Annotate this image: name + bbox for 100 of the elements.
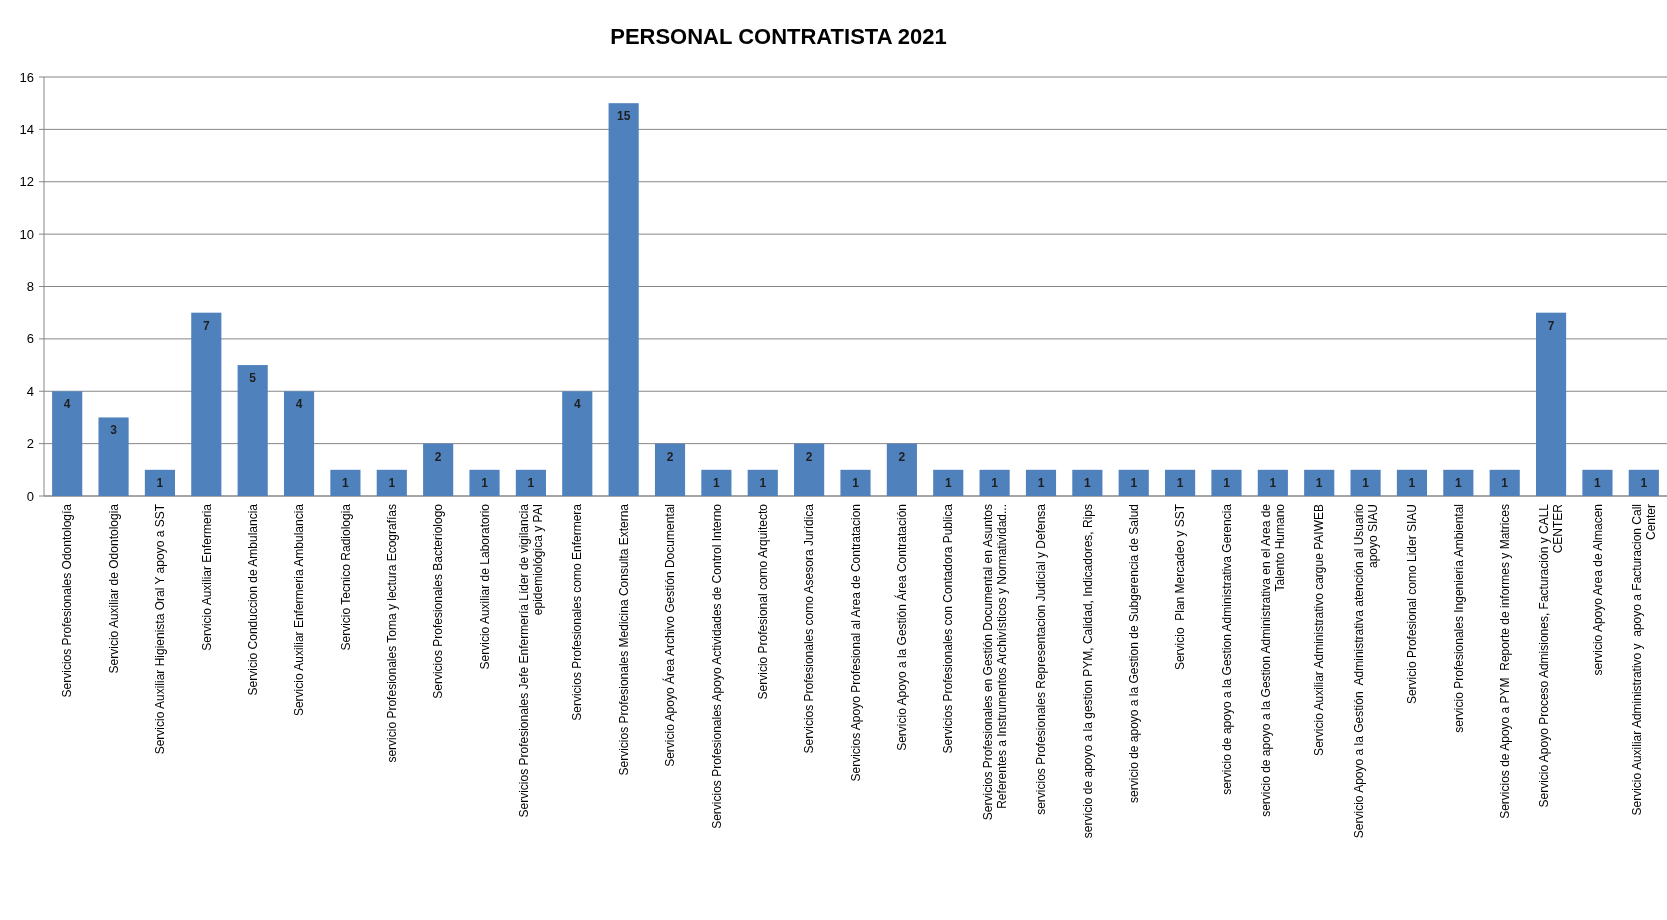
bar bbox=[1582, 469, 1613, 496]
data-label: 1 bbox=[944, 475, 952, 490]
data-label: 1 bbox=[1223, 475, 1231, 490]
x-tick-label: Servicio Profesional como Arquitecto bbox=[755, 503, 770, 700]
bar bbox=[283, 391, 315, 496]
x-tick-label: servicios Profesionales Representacion Judicial y Defensa bbox=[1034, 503, 1049, 815]
bar bbox=[747, 469, 778, 496]
x-tick-label: Servicios de Apoyo a PYM Reporte de informes y Matrices bbox=[1497, 504, 1512, 819]
data-label: 1 bbox=[1315, 475, 1323, 490]
x-tick-label: Servicio Auxiliar Administrativo y apoyo a Facturacion Call Center bbox=[1630, 504, 1659, 816]
bar bbox=[562, 391, 593, 496]
data-label: 2 bbox=[805, 449, 813, 464]
data-label: 1 bbox=[1501, 475, 1509, 490]
data-label: 1 bbox=[1362, 475, 1370, 490]
data-label: 1 bbox=[156, 475, 164, 490]
x-tick-label: servicio de apoyo a la Gestion de Subgerencia de Salud bbox=[1126, 504, 1141, 803]
data-label: 7 bbox=[202, 318, 210, 333]
bar bbox=[1628, 469, 1659, 496]
x-tick-label: Servicios Profesionales con Contadora Publica bbox=[941, 503, 956, 754]
x-tick-label: Servicios Profesionales en Gestión Documental en Asuntos Referentes a Instrumentos Archivísticos y Normatividad... bbox=[980, 504, 1009, 821]
x-tick-label: Servicios Profesionales como Enfermera bbox=[570, 503, 585, 721]
bar bbox=[515, 469, 546, 496]
bar bbox=[1396, 469, 1428, 496]
data-label: 1 bbox=[527, 475, 535, 490]
bar bbox=[330, 469, 361, 496]
x-tick-label: Servicios Profesionales Odontología bbox=[60, 503, 75, 698]
bar bbox=[98, 417, 129, 496]
bar bbox=[1211, 469, 1242, 496]
bar bbox=[840, 469, 871, 496]
x-tick-label: Servicio Tecnico Radiologia bbox=[338, 503, 353, 651]
x-tick-label: Servicios Profesionales Bacteriologo bbox=[431, 503, 446, 699]
x-tick-label: Servicio Auxiliar Administrativo cargue PAIWEB bbox=[1312, 504, 1327, 756]
bar bbox=[1257, 469, 1288, 496]
x-tick-label: Servicio Auxiliar de Laboratorio bbox=[477, 503, 492, 670]
data-label: 4 bbox=[295, 397, 303, 412]
x-tick-label: servicio de apoyo a la gestion PYM, Calidad, Indicadores, Rips bbox=[1080, 504, 1095, 839]
x-tick-label: servicio Apoyo Area de Almacen bbox=[1590, 504, 1605, 676]
bar bbox=[1443, 469, 1474, 496]
data-label: 1 bbox=[1408, 475, 1416, 490]
bar bbox=[1072, 469, 1103, 496]
x-tick-label: Servicio Profesional como Lider SIAU bbox=[1405, 504, 1420, 705]
bar bbox=[1025, 469, 1057, 496]
bar bbox=[1118, 469, 1149, 496]
data-label: 1 bbox=[1130, 475, 1138, 490]
y-tick-label: 8 bbox=[26, 279, 34, 295]
y-tick-label: 4 bbox=[26, 383, 34, 399]
x-tick-label: Servicios Apoyo Profesional al Area de Contratacion bbox=[848, 504, 863, 782]
x-tick-label: Servicio Auxiliar Higienista Oral Y apoyo a SST bbox=[153, 503, 168, 755]
data-label: 2 bbox=[666, 449, 674, 464]
bar bbox=[52, 391, 83, 496]
data-label: 1 bbox=[1269, 475, 1277, 490]
y-tick-label: 0 bbox=[26, 488, 34, 504]
x-tick-label: Servicio Conduccion de Ambulancia bbox=[245, 503, 260, 696]
x-tick-label: servicio de apoyo a la Gestion Administrativa Gerencia bbox=[1219, 503, 1234, 795]
y-tick-label: 16 bbox=[19, 69, 34, 85]
bar bbox=[1304, 469, 1335, 496]
data-label: 4 bbox=[573, 397, 581, 412]
chart-title: PERSONAL CONTRATISTA 2021 bbox=[610, 24, 947, 49]
data-label: 1 bbox=[481, 475, 489, 490]
x-tick-label: Servicio Auxiliar de Odontologia bbox=[106, 503, 121, 674]
bar bbox=[376, 469, 407, 496]
bar bbox=[979, 469, 1010, 496]
bar bbox=[1489, 469, 1520, 496]
x-tick-label: Servicios Profesionales Apoyo Actividades de Control Interno bbox=[709, 503, 724, 829]
data-label: 1 bbox=[1640, 475, 1648, 490]
x-tick-label: Servicio Apoyo a la Gestión Administrativa atención al Usuario apoyo SIAU bbox=[1351, 503, 1380, 839]
data-label: 1 bbox=[1176, 475, 1184, 490]
x-tick-label: Servicio Apoyo Proceso Admisiones, Facturación y CALL CENTER bbox=[1537, 503, 1566, 808]
y-tick-label: 6 bbox=[26, 331, 34, 347]
bar bbox=[608, 103, 639, 496]
x-tick-label: Servicio Apoyo Área Archivo Gestión Documental bbox=[662, 504, 678, 767]
data-label: 2 bbox=[434, 449, 442, 464]
x-tick-label: Servicio Auxiliar Enfermeria bbox=[199, 503, 214, 651]
y-tick-label: 14 bbox=[19, 121, 34, 137]
y-tick-label: 12 bbox=[19, 174, 34, 190]
y-tick-label: 10 bbox=[19, 226, 34, 242]
data-label: 1 bbox=[388, 475, 396, 490]
bar bbox=[794, 443, 825, 496]
data-label: 1 bbox=[1084, 475, 1092, 490]
bar bbox=[423, 443, 454, 496]
bar bbox=[701, 469, 732, 496]
x-tick-label: servicio Profesionales Ingenieria Ambiental bbox=[1451, 504, 1466, 733]
x-tick-label: Servicios Profesionales Medicina Consulta Externa bbox=[616, 503, 631, 776]
bar bbox=[1536, 312, 1567, 496]
x-tick-label: Servicio Auxiliar Enfermeria Ambulancia bbox=[292, 503, 307, 717]
x-tick-label: Servicio Apoyo a la Gestión Área Contratación bbox=[894, 504, 910, 751]
data-label: 1 bbox=[713, 475, 721, 490]
data-label: 1 bbox=[1454, 475, 1462, 490]
data-label: 3 bbox=[110, 423, 118, 438]
data-label: 2 bbox=[898, 449, 906, 464]
data-label: 1 bbox=[991, 475, 999, 490]
bar bbox=[654, 443, 686, 496]
bar bbox=[1165, 469, 1196, 496]
x-tick-label: Servicios Profesionales Jefe Enfermería Líder de vigilancia epidemiológica y PAI bbox=[517, 503, 546, 818]
bar bbox=[933, 469, 964, 496]
bar bbox=[237, 365, 268, 496]
bar bbox=[886, 443, 917, 496]
x-tick-label: Servicios Profesionales como Asesora Jurídica bbox=[802, 503, 817, 754]
bar bbox=[144, 469, 175, 496]
bar bbox=[1350, 469, 1381, 496]
